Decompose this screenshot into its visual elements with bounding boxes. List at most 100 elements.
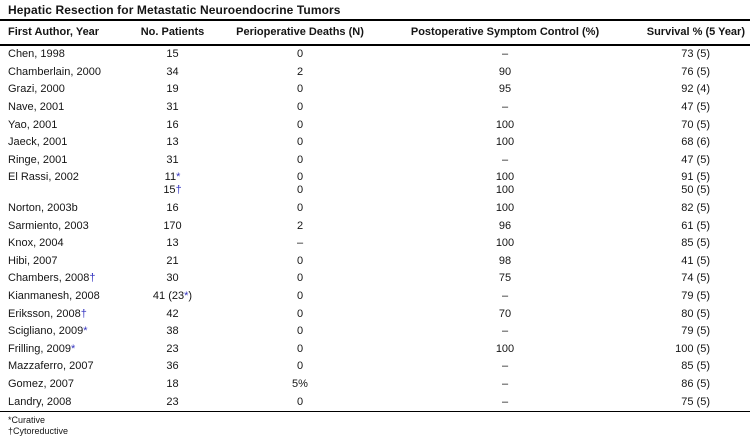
cell-patients: 15 bbox=[166, 48, 179, 61]
cell-patients: 19 bbox=[166, 83, 179, 96]
cell-deaths: 0 bbox=[296, 342, 304, 355]
cell-control: 96 bbox=[498, 219, 512, 232]
cell-patients: 23 bbox=[166, 342, 179, 355]
cell-control: 100 bbox=[495, 136, 515, 149]
cell-control: 100 100 bbox=[495, 171, 515, 197]
cell-survival: 92 (4) bbox=[681, 83, 710, 96]
cell-author: Jaeck, 2001 bbox=[8, 136, 68, 149]
cell-survival: 70 (5) bbox=[681, 118, 710, 131]
cell-deaths: 0 bbox=[296, 153, 304, 166]
cell-deaths: 0 bbox=[296, 395, 304, 408]
cell-author: Scigliano, 2009* bbox=[8, 325, 88, 338]
cell-deaths: 0 bbox=[296, 272, 304, 285]
table-body: Chen, 1998 15 0 – 73 (5) Chamberlain, 2000 34 2… bbox=[0, 45, 750, 411]
cell-deaths: 0 bbox=[296, 290, 304, 303]
cell-author: Chamberlain, 2000 bbox=[8, 65, 101, 78]
table-row: Chambers, 2008† 30 0 75 74 (5) bbox=[0, 270, 750, 288]
table-row: Knox, 2004 13 – 100 85 (5) bbox=[0, 235, 750, 253]
cell-deaths: 0 bbox=[296, 325, 304, 338]
footnote-marker: † bbox=[80, 307, 87, 320]
header-row: First Author, Year No. Patients Perioper… bbox=[0, 21, 750, 46]
cell-survival: 75 (5) bbox=[681, 395, 710, 408]
cell-survival: 80 (5) bbox=[681, 307, 710, 320]
cell-control: 100 bbox=[495, 118, 515, 131]
table-row: Norton, 2003b 16 0 100 82 (5) bbox=[0, 200, 750, 218]
cell-control: 70 bbox=[498, 307, 512, 320]
cell-patients: 30 bbox=[166, 272, 179, 285]
cell-control: – bbox=[501, 395, 509, 408]
cell-author: Chambers, 2008† bbox=[8, 272, 96, 285]
cell-deaths: 0 bbox=[296, 136, 304, 149]
cell-patients: 11* 15† bbox=[163, 171, 182, 197]
cell-survival: 85 (5) bbox=[681, 237, 710, 250]
cell-author: Grazi, 2000 bbox=[8, 83, 65, 96]
cell-patients: 42 bbox=[166, 307, 179, 320]
cell-patients: 31 bbox=[166, 101, 179, 114]
footnote-marker: * bbox=[184, 290, 189, 303]
cell-control: – bbox=[501, 377, 509, 390]
cell-survival: 47 (5) bbox=[681, 101, 710, 114]
cell-patients: 34 bbox=[166, 65, 179, 78]
cell-author: Sarmiento, 2003 bbox=[8, 219, 89, 232]
cell-survival: 73 (5) bbox=[681, 48, 710, 61]
cell-survival: 82 (5) bbox=[681, 202, 710, 215]
cell-deaths: 2 bbox=[296, 65, 304, 78]
cell-control: – bbox=[501, 325, 509, 338]
cell-deaths: 0 bbox=[296, 48, 304, 61]
table-row: Frilling, 2009* 23 0 100 100 (5) bbox=[0, 341, 750, 359]
footnote-marker: * bbox=[83, 325, 88, 338]
cell-survival: 91 (5) 50 (5) bbox=[681, 171, 710, 197]
table-title: Hepatic Resection for Metastatic Neuroen… bbox=[0, 0, 750, 21]
table-row: Mazzaferro, 2007 36 0 – 85 (5) bbox=[0, 358, 750, 376]
footnote-marker: * bbox=[176, 171, 181, 184]
cell-deaths: 0 bbox=[296, 307, 304, 320]
cell-patients: 38 bbox=[166, 325, 179, 338]
footnote-marker: * bbox=[70, 342, 76, 355]
cell-deaths: – bbox=[296, 237, 304, 250]
cell-author: Eriksson, 2008† bbox=[8, 307, 87, 320]
footnotes: *Curative †Cytoreductive bbox=[0, 410, 750, 441]
cell-control: – bbox=[501, 48, 509, 61]
cell-author: Gomez, 2007 bbox=[8, 377, 75, 390]
cell-control: 75 bbox=[498, 272, 512, 285]
cell-survival: 76 (5) bbox=[681, 65, 710, 78]
cell-author: Kianmanesh, 2008 bbox=[8, 290, 100, 303]
cell-author: Ringe, 2001 bbox=[8, 153, 68, 166]
table-row: Yao, 2001 16 0 100 70 (5) bbox=[0, 116, 750, 134]
cell-control: 90 bbox=[498, 65, 512, 78]
cell-control: 100 bbox=[495, 237, 515, 250]
cell-author: Nave, 2001 bbox=[8, 101, 65, 114]
table-row: Hibi, 2007 21 0 98 41 (5) bbox=[0, 253, 750, 271]
table-row: Ringe, 2001 31 0 – 47 (5) bbox=[0, 152, 750, 170]
cell-deaths: 0 bbox=[296, 118, 304, 131]
cell-survival: 85 (5) bbox=[681, 360, 710, 373]
cell-author: Yao, 2001 bbox=[8, 118, 58, 131]
cell-control: 95 bbox=[498, 83, 512, 96]
table-row: Scigliano, 2009* 38 0 – 79 (5) bbox=[0, 323, 750, 341]
column-header-control: Postoperative Symptom Control (%) bbox=[385, 21, 625, 46]
cell-control: – bbox=[501, 290, 509, 303]
cell-author: Knox, 2004 bbox=[8, 237, 64, 250]
table-row: Jaeck, 2001 13 0 100 68 (6) bbox=[0, 134, 750, 152]
cell-patients: 16 bbox=[166, 118, 179, 131]
cell-patients: 36 bbox=[166, 360, 179, 373]
cell-patients: 18 bbox=[166, 377, 179, 390]
table-row: Chen, 1998 15 0 – 73 (5) bbox=[0, 45, 750, 64]
column-header-survival: Survival % (5 Year) bbox=[625, 21, 750, 46]
cell-control: – bbox=[501, 360, 509, 373]
cell-control: 100 bbox=[495, 342, 515, 355]
cell-author: Hibi, 2007 bbox=[8, 254, 58, 267]
cell-survival: 74 (5) bbox=[681, 272, 710, 285]
footnote-cytoreductive: †Cytoreductive bbox=[8, 425, 69, 436]
table-row: Chamberlain, 2000 34 2 90 76 (5) bbox=[0, 64, 750, 82]
table-row: Nave, 2001 31 0 – 47 (5) bbox=[0, 99, 750, 117]
data-table: First Author, Year No. Patients Perioper… bbox=[0, 21, 750, 411]
cell-survival: 86 (5) bbox=[681, 377, 710, 390]
cell-deaths: 5% bbox=[292, 377, 308, 390]
cell-deaths: 0 bbox=[296, 254, 304, 267]
table-row: Sarmiento, 2003 170 2 96 61 (5) bbox=[0, 217, 750, 235]
cell-survival: 41 (5) bbox=[681, 254, 710, 267]
cell-survival: 100 (5) bbox=[675, 342, 710, 355]
